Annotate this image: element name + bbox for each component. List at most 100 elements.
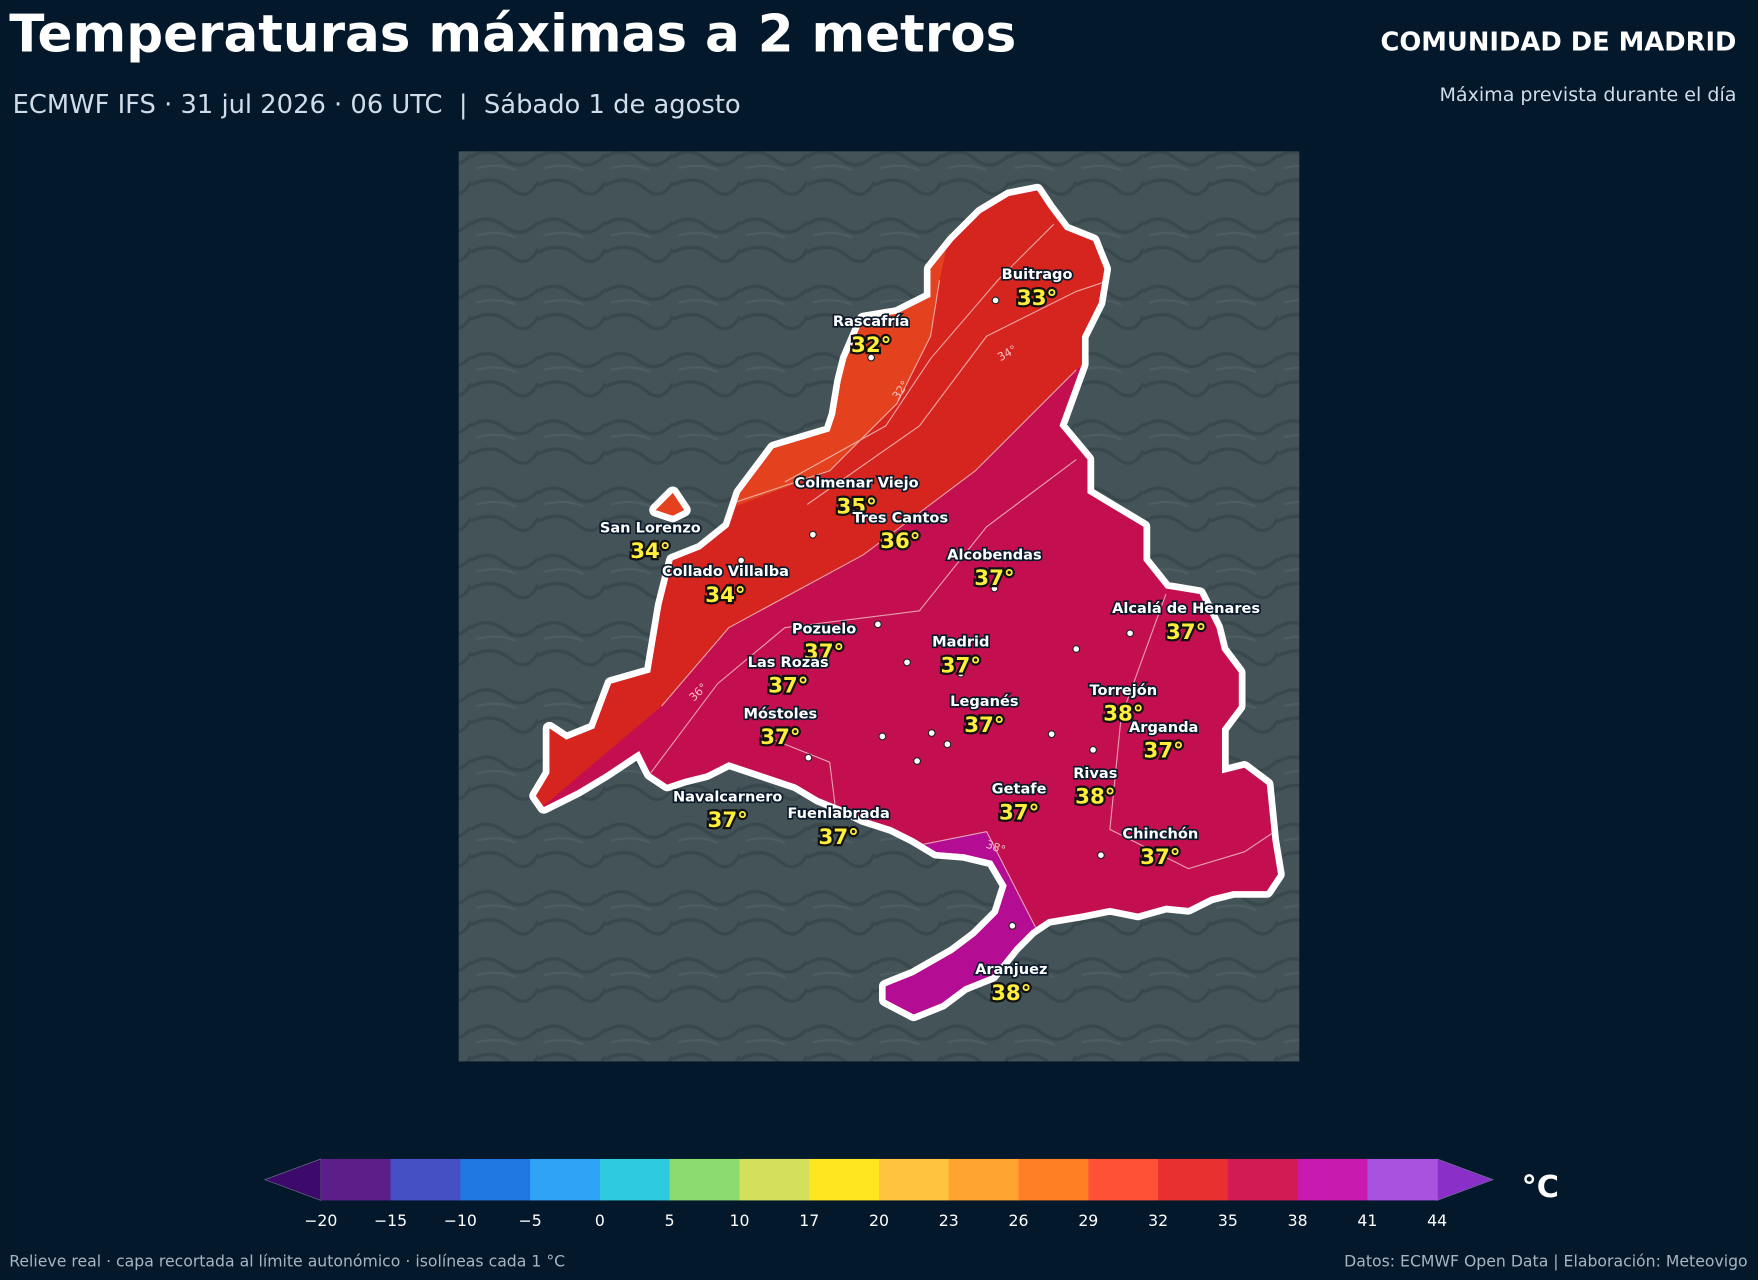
map: 32° 34° 36° 38° Buitrago 33° Rascafría 32° Colm…	[458, 151, 1300, 1062]
city-dot	[1097, 851, 1105, 860]
city-temp: 35°	[836, 494, 876, 519]
colorbar-tick-label: 20	[869, 1211, 889, 1230]
colorbar-tick-label: 44	[1427, 1211, 1447, 1230]
colorbar-tick-label: 38	[1288, 1211, 1308, 1230]
city-name: Buitrago	[1002, 266, 1073, 283]
colorbar-segment	[1367, 1158, 1438, 1201]
city-name: Madrid	[932, 634, 989, 651]
colorbar-segment	[530, 1158, 601, 1201]
city-name: Chinchón	[1122, 825, 1198, 842]
city-temp: 38°	[1103, 702, 1143, 727]
city-temp: 37°	[760, 725, 800, 750]
city-name: Fuenlabrada	[787, 805, 889, 822]
city-temp: 37°	[804, 640, 844, 665]
colorbar-tick-label: 29	[1078, 1211, 1098, 1230]
isoline-label: 38°	[984, 838, 1007, 857]
colorbar-segment	[320, 1158, 392, 1201]
colorbar-segment	[1018, 1158, 1089, 1201]
city-temp: 37°	[974, 566, 1014, 591]
isolines	[649, 223, 1279, 931]
city-name: San Lorenzo	[600, 519, 701, 536]
city-temp: 37°	[1166, 620, 1206, 645]
region-title: COMUNIDAD DE MADRID	[1380, 27, 1736, 57]
colorbar-tick-label: 35	[1218, 1211, 1238, 1230]
city-name: Colmenar Viejo	[795, 475, 919, 492]
city-dot	[1089, 745, 1098, 754]
city-temp: 37°	[1144, 739, 1184, 764]
colorbar-unit: °C	[1522, 1170, 1559, 1205]
city-dot	[737, 556, 746, 565]
city-temp: 32°	[851, 333, 891, 358]
colorbar-segment	[390, 1158, 461, 1201]
colorbar-segment	[739, 1158, 810, 1201]
city-name: Collado Villalba	[662, 563, 789, 580]
title: Temperaturas máximas a 2 metros	[9, 5, 1016, 65]
city-dot	[878, 732, 887, 741]
colorbar-tick-label: 26	[1009, 1211, 1029, 1230]
city-name: Getafe	[992, 781, 1047, 798]
city-temp: 37°	[768, 674, 808, 699]
city-temp: 37°	[964, 713, 1004, 738]
colorbar-segment	[599, 1158, 671, 1201]
city-temp: 38°	[991, 981, 1031, 1006]
region-note: Máxima prevista durante el día	[1439, 84, 1736, 106]
city-dot	[873, 620, 882, 629]
colorbar-tick-label: −5	[519, 1211, 542, 1230]
city-temp: 38°	[1075, 785, 1115, 810]
city-temp: 33°	[1017, 286, 1057, 311]
city-name: Torrejón	[1090, 682, 1158, 699]
colorbar-tick-label: 0	[595, 1211, 605, 1230]
city-dot	[991, 296, 1000, 305]
colorbar-tick-label: 17	[799, 1211, 819, 1230]
colorbar-segment	[1297, 1158, 1368, 1201]
city-temp: 37°	[1140, 845, 1180, 870]
city-dot	[990, 584, 999, 593]
city-name: Las Rozas	[748, 654, 829, 671]
city-name: Alcobendas	[947, 546, 1042, 563]
city-dot	[804, 753, 813, 762]
city-temp: 37°	[708, 808, 748, 833]
city-labels: Buitrago 33° Rascafría 32° Colmenar Viejo 35°…	[598, 264, 1262, 1008]
colorbar: −20 −15 −10 −5 0 5 10 17 20 23 26 29 32 35 38 41 44	[263, 1158, 1495, 1230]
colorbar-segment	[879, 1158, 950, 1201]
city-name: Arganda	[1129, 719, 1198, 736]
city-name: Alcalá de Henares	[1112, 600, 1260, 617]
colorbar-segment	[809, 1158, 880, 1201]
city-name: Leganés	[950, 693, 1018, 710]
city-dot	[927, 729, 936, 737]
city-temp: 37°	[999, 800, 1039, 825]
colorbar-tick-label: −20	[304, 1211, 337, 1230]
city-name: Aranjuez	[975, 961, 1047, 978]
city-name: Rivas	[1073, 765, 1117, 782]
colorbar-tick-label: −15	[374, 1211, 407, 1230]
city-temp: 36°	[880, 529, 920, 554]
city-dot	[943, 740, 952, 749]
city-name: Navalcarnero	[673, 788, 782, 805]
footer-note: Relieve real · capa recortada al límite …	[9, 1252, 565, 1271]
colorbar-segment	[1088, 1158, 1159, 1201]
colorbar-segment	[948, 1158, 1020, 1201]
city-name: Rascafría	[833, 313, 910, 330]
city-dot	[1047, 730, 1056, 739]
city-name: Tres Cantos	[852, 509, 948, 526]
city-dots	[737, 296, 1134, 930]
city-dot	[808, 530, 817, 539]
city-name: Móstoles	[744, 705, 818, 722]
colorbar-segment	[1158, 1158, 1229, 1201]
colorbar-tick-label: 32	[1148, 1211, 1168, 1230]
city-dot	[1008, 921, 1017, 930]
city-dot	[903, 658, 911, 667]
colorbar-segment	[460, 1158, 531, 1201]
city-temp: 37°	[819, 825, 859, 850]
colorbar-tick-label: 41	[1357, 1211, 1377, 1230]
city-temp: 37°	[941, 654, 981, 679]
subtitle: ECMWF IFS · 31 jul 2026 · 06 UTC | Sábad…	[13, 90, 741, 120]
colorbar-tick-label: −10	[444, 1211, 477, 1230]
city-temp: 34°	[630, 539, 670, 564]
city-name: Pozuelo	[792, 620, 856, 637]
colorbar-segment	[1227, 1158, 1299, 1201]
footer-credits: Datos: ECMWF Open Data | Elaboración: Me…	[1344, 1252, 1748, 1271]
colorbar-tick-label: 23	[939, 1211, 959, 1230]
